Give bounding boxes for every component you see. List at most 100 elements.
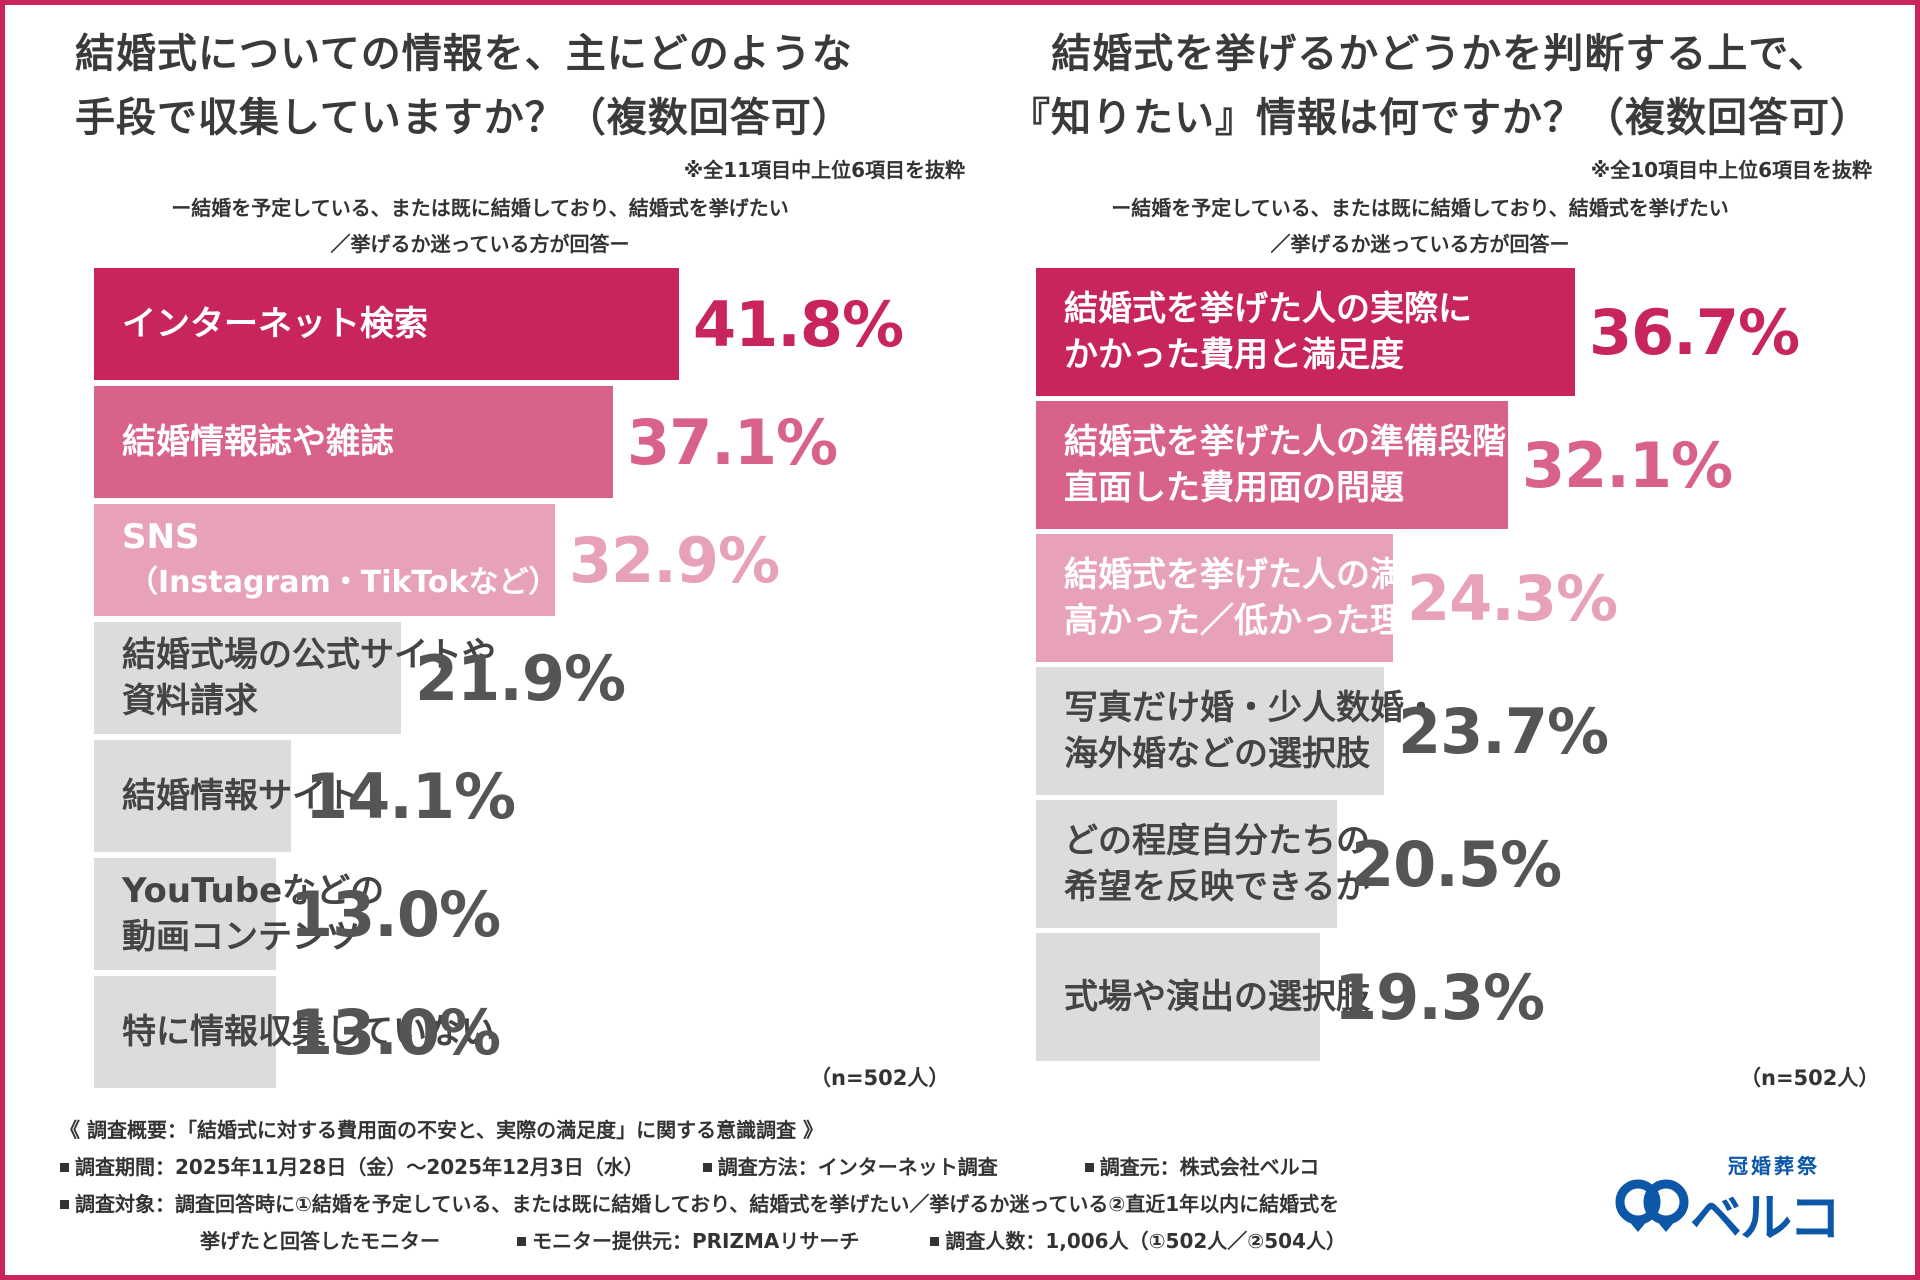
left-panel: 結婚式についての情報を、主にどのような 手段で収集していますか？（複数回答可） … (60, 0, 965, 1090)
bar-category-text: 資料請求 (122, 681, 258, 721)
bar (1036, 800, 1337, 928)
bar-row: 結婚式を挙げた人の準備段階で 直面した費用面の問題 32.1% (1036, 401, 1856, 529)
right-panel: 結婚式を挙げるかどうかを判断する上で、 『知りたい』情報は何ですか？（複数回答可… (1000, 0, 1880, 1090)
left-respondents-note: ー結婚を予定している、または既に結婚しており、結婚式を挙げたい ／挙げるか迷って… (120, 190, 840, 262)
bar (94, 858, 276, 970)
logo-tagline: 冠婚葬祭 (1728, 1154, 1820, 1178)
bar-value-label: 37.1% (627, 405, 838, 479)
survey-method: 調査方法：インターネット調査 (717, 1155, 998, 1179)
left-n-note: （n=502人） (810, 1066, 950, 1090)
right-title-line1: 結婚式を挙げるかどうかを判断する上で、 (1051, 31, 1829, 77)
monitor-provider: モニター提供元：PRIZMAリサーチ (531, 1229, 860, 1253)
bar-row: 結婚式を挙げた人の満足度が 高かった／低かった理由 24.3% (1036, 534, 1856, 662)
bar-category-text: SNS (122, 517, 200, 557)
bar-value-label: 32.1% (1522, 428, 1733, 502)
bar-category-text: かかった費用と満足度 (1064, 335, 1404, 375)
bar-category-text: 結婚式を挙げた人の準備段階で (1064, 422, 1540, 462)
bar (94, 386, 613, 498)
bar-category-label: 結婚式を挙げた人の満足度が 高かった／低かった理由 (1064, 534, 1506, 662)
bar-value-label: 20.5% (1351, 827, 1562, 901)
bar-value-label: 21.9% (415, 641, 626, 715)
bar-row: SNS （Instagram・TikTokなど） 32.9% (94, 504, 914, 616)
bar-category-label: SNS （Instagram・TikTokなど） (122, 504, 558, 616)
left-title-line1: 結婚式についての情報を、主にどのような (75, 31, 853, 77)
bar (1036, 667, 1384, 795)
bar-category-label: YouTubeなどの 動画コンテンツ (122, 858, 384, 970)
belco-logo: 冠婚葬祭 ベルコ (1610, 1150, 1850, 1249)
bar (94, 976, 276, 1088)
overview-title: 《 調査概要：「結婚式に対する費用面の不安と、実際の満足度」に関する意識調査 》 (60, 1118, 824, 1142)
bar-value-label: 23.7% (1398, 694, 1609, 768)
bar (1036, 268, 1575, 396)
left-question-title: 結婚式についての情報を、主にどのような 手段で収集していますか？（複数回答可） (75, 22, 853, 150)
bar-category-text: YouTubeなどの (122, 871, 385, 911)
bar-value-label: 32.9% (569, 523, 780, 597)
bullet-icon (516, 1236, 526, 1246)
bar-category-text: 結婚情報誌や雑誌 (122, 422, 394, 462)
bar-row: 式場や演出の選択肢 19.3% (1036, 933, 1856, 1061)
left-extract-note: ※全11項目中上位6項目を抜粋 (683, 158, 965, 182)
bullet-icon (1084, 1162, 1094, 1172)
bar-row: どの程度自分たちの 希望を反映できるか 20.5% (1036, 800, 1856, 928)
right-extract-note: ※全10項目中上位6項目を抜粋 (1590, 158, 1872, 182)
bar-category-text: 特に情報収集していない (122, 1012, 495, 1052)
bar (94, 622, 401, 734)
bar-row: YouTubeなどの 動画コンテンツ 13.0% (94, 858, 914, 970)
right-n-note: （n=502人） (1740, 1066, 1880, 1090)
left-title-line2: 手段で収集していますか？（複数回答可） (75, 95, 853, 141)
bar (1036, 534, 1393, 662)
bar-value-label: 19.3% (1334, 960, 1545, 1034)
bar-value-label: 41.8% (693, 287, 904, 361)
respondent-count: 調査人数：1,006人（①502人／②504人） (945, 1229, 1346, 1253)
bar-category-text: （Instagram・TikTokなど） (128, 565, 559, 600)
bar (94, 268, 679, 380)
bar-category-label: 式場や演出の選択肢 (1064, 933, 1370, 1061)
bar-row: 写真だけ婚・少人数婚・ 海外婚などの選択肢 23.7% (1036, 667, 1856, 795)
bar-category-label: 結婚式場の公式サイトや 資料請求 (122, 622, 496, 734)
bar-row: インターネット検索 41.8% (94, 268, 914, 380)
bar-category-label: 写真だけ婚・少人数婚・ 海外婚などの選択肢 (1064, 667, 1438, 795)
bullet-icon (60, 1199, 69, 1209)
bar-value-label: 13.0% (290, 995, 501, 1069)
bar-row: 特に情報収集していない 13.0% (94, 976, 914, 1088)
bar-value-label: 14.1% (305, 759, 516, 833)
bar-value-label: 24.3% (1407, 561, 1618, 635)
bar-category-text: 海外婚などの選択肢 (1064, 734, 1370, 774)
bar-category-label: 結婚式を挙げた人の準備段階で 直面した費用面の問題 (1064, 401, 1540, 529)
bar-category-text: 写真だけ婚・少人数婚・ (1064, 688, 1438, 728)
bar (1036, 933, 1320, 1061)
left-resp-line2: ／挙げるか迷っている方が回答ー (330, 232, 630, 256)
bullet-icon (930, 1236, 940, 1246)
bar-category-label: どの程度自分たちの 希望を反映できるか (1064, 800, 1370, 928)
bar-category-label: 結婚式を挙げた人の実際に かかった費用と満足度 (1064, 268, 1472, 396)
right-respondents-note: ー結婚を予定している、または既に結婚しており、結婚式を挙げたい ／挙げるか迷って… (1040, 190, 1800, 262)
bar-value-label: 13.0% (290, 877, 501, 951)
right-title-line2: 『知りたい』情報は何ですか？（複数回答可） (1010, 95, 1871, 141)
bar-category-label: インターネット検索 (122, 268, 428, 380)
logo-name: ベルコ (1690, 1189, 1841, 1249)
bar-category-text: 動画コンテンツ (122, 917, 360, 957)
bar-category-text: 直面した費用面の問題 (1064, 468, 1404, 508)
bar-row: 結婚式を挙げた人の実際に かかった費用と満足度 36.7% (1036, 268, 1856, 396)
bar-row: 結婚式場の公式サイトや 資料請求 21.9% (94, 622, 914, 734)
bar-category-text: 結婚式を挙げた人の満足度が (1064, 555, 1506, 595)
bar-category-text: 結婚式を挙げた人の実際に (1064, 289, 1472, 329)
bar-category-text: 式場や演出の選択肢 (1064, 977, 1370, 1017)
overview-row-1: 調査期間：2025年11月28日（金）～2025年12月3日（水） 調査方法：イ… (60, 1149, 1560, 1186)
belco-mark-icon (1615, 1179, 1689, 1232)
bar-category-label: 結婚情報誌や雑誌 (122, 386, 394, 498)
bar-category-text: 結婚情報サイト (122, 776, 360, 816)
overview-row-3: 挙げたと回答したモニター モニター提供元：PRIZMAリサーチ 調査人数：1,0… (60, 1223, 1560, 1260)
survey-source: 調査元：株式会社ベルコ (1099, 1155, 1320, 1179)
bar-category-label: 特に情報収集していない (122, 976, 495, 1088)
bullet-icon (60, 1162, 69, 1172)
bar-row: 結婚情報誌や雑誌 37.1% (94, 386, 914, 498)
survey-period: 調査期間：2025年11月28日（金）～2025年12月3日（水） (75, 1155, 644, 1179)
bar (94, 504, 555, 616)
bar-category-text: 高かった／低かった理由 (1064, 601, 1438, 641)
survey-target: 調査対象：調査回答時に①結婚を予定している、または既に結婚しており、結婚式を挙げ… (75, 1192, 1340, 1216)
bar (94, 740, 291, 852)
bar (1036, 401, 1508, 529)
bar-category-text: どの程度自分たちの (1064, 821, 1370, 861)
right-resp-line2: ／挙げるか迷っている方が回答ー (1270, 232, 1570, 256)
